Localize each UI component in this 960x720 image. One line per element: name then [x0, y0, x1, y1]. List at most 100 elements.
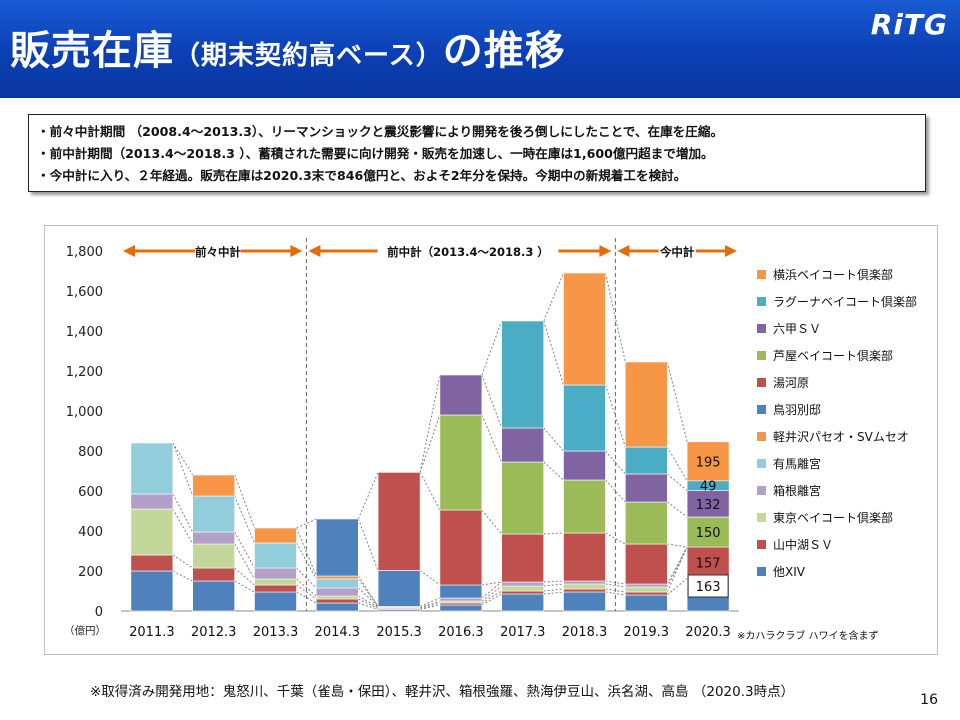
bar-segment	[624, 583, 668, 588]
bar-segment	[130, 442, 174, 495]
bar-segment	[192, 495, 235, 533]
series-connector	[234, 580, 255, 593]
series-connector	[234, 474, 255, 529]
series-connector	[172, 493, 194, 533]
series-connector	[543, 580, 564, 583]
series-connector	[543, 588, 564, 592]
series-connector	[481, 585, 503, 602]
legend-swatch	[757, 297, 766, 306]
bar-segment	[501, 585, 545, 592]
y-axis-unit: （億円）	[64, 624, 106, 637]
y-tick-label: 400	[78, 525, 103, 540]
bar-segment	[563, 583, 606, 590]
period-arrow-head-right	[725, 245, 737, 257]
bar-segment	[315, 598, 359, 604]
series-connector	[172, 554, 193, 569]
legend-label: 鳥羽別邸	[773, 402, 821, 417]
bar-segment	[130, 570, 174, 612]
bar-segment	[624, 473, 668, 503]
series-connector	[419, 597, 441, 607]
series-connector	[358, 598, 379, 609]
summary-box: ・前々中計期間 （2008.4～2013.3）、リーマンショックと震災影響により…	[28, 114, 926, 192]
series-connector	[358, 602, 379, 610]
series-connector	[667, 543, 688, 548]
bar-segment	[315, 578, 359, 589]
summary-line: ・前中計期間（2013.4～2018.3 ）、蓄積された需要に向け開発・販売を加…	[37, 146, 714, 161]
series-connector	[605, 591, 626, 596]
bar-segment	[563, 272, 606, 386]
series-connector	[481, 374, 503, 429]
chart-area: 0 200 400 600 800 1,000 1,200 1,400 1,600 1,800 （億…	[44, 225, 938, 655]
x-tick-label: 2018.3	[562, 625, 608, 640]
bar-segment	[315, 587, 359, 597]
series-connector	[296, 527, 317, 577]
y-tick-label: 0	[95, 605, 103, 620]
bar-segment	[563, 450, 606, 481]
bar-segment	[439, 597, 483, 602]
bar-segment	[686, 516, 730, 548]
stacked-bar-chart: 0 200 400 600 800 1,000 1,200 1,400 1,600 1,800 （億…	[64, 238, 917, 642]
data-label: 49	[700, 480, 717, 495]
legend-swatch	[757, 378, 766, 387]
data-label: 157	[696, 557, 721, 572]
x-tick-label: 2016.3	[438, 625, 484, 640]
x-tick-label: 2013.3	[253, 625, 299, 640]
series-connector	[666, 473, 688, 491]
series-connector	[605, 272, 626, 363]
series-connector	[543, 591, 564, 595]
period-label: 前中計（2013.4～2018.3 ）	[387, 245, 549, 259]
company-logo: RiTG	[870, 8, 948, 41]
bar-segment	[501, 427, 545, 463]
legend-swatch	[757, 351, 766, 360]
series-connector	[419, 472, 441, 511]
bar-segment	[254, 567, 297, 580]
bar-segment	[563, 384, 606, 452]
bar-segment	[686, 490, 730, 518]
legend-swatch	[757, 270, 766, 279]
bar-segment	[624, 543, 668, 585]
series-connector	[605, 450, 626, 475]
bar-segment	[130, 508, 174, 556]
bar-segment	[686, 441, 730, 482]
legend-swatch	[757, 459, 766, 468]
series-connector	[357, 587, 379, 607]
series-connector	[666, 578, 688, 596]
legend-label: 有馬離宮	[773, 456, 821, 471]
summary-line: ・今中計に入り、２年経過。販売在庫は2020.3末で846億円と、およそ2年分を…	[37, 168, 687, 183]
bar-segment	[439, 374, 483, 416]
bar-segment	[254, 542, 297, 569]
series-connector	[419, 374, 441, 473]
series-connector	[666, 546, 688, 588]
series-connector	[605, 580, 626, 585]
x-tick-label: 2014.3	[315, 625, 361, 640]
period-arrow-head-left	[617, 245, 630, 257]
series-connector	[481, 581, 503, 599]
series-connector	[296, 542, 317, 580]
bar-segment	[501, 320, 545, 429]
series-connector	[419, 600, 441, 608]
series-connector	[296, 567, 317, 589]
bar-segment	[563, 532, 606, 582]
bar-segment	[501, 590, 545, 595]
legend-label: 湯河原	[773, 376, 809, 390]
y-tick-label: 1,600	[66, 285, 103, 300]
series-connector	[543, 461, 564, 481]
series-connector	[605, 588, 626, 593]
bar-segment	[192, 474, 235, 497]
series-connector	[543, 583, 564, 587]
legend-swatch	[757, 432, 766, 441]
legend-label: ラグーナベイコート倶楽部	[773, 294, 917, 309]
series-connector	[357, 472, 379, 520]
page-title: 販売在庫（期末契約高ベース）の推移	[10, 18, 566, 76]
x-tick-label: 2020.3	[685, 625, 731, 640]
legend-swatch	[757, 540, 766, 549]
y-tick-label: 1,400	[66, 325, 103, 340]
series-connector	[543, 532, 564, 535]
series-connector	[419, 569, 441, 586]
period-label: 前々中計	[195, 245, 241, 259]
legend-swatch	[757, 324, 766, 333]
legend-label: 東京ベイコート倶楽部	[773, 510, 893, 525]
legend-label: 箱根離宮	[773, 483, 821, 498]
series-connector	[419, 604, 441, 610]
